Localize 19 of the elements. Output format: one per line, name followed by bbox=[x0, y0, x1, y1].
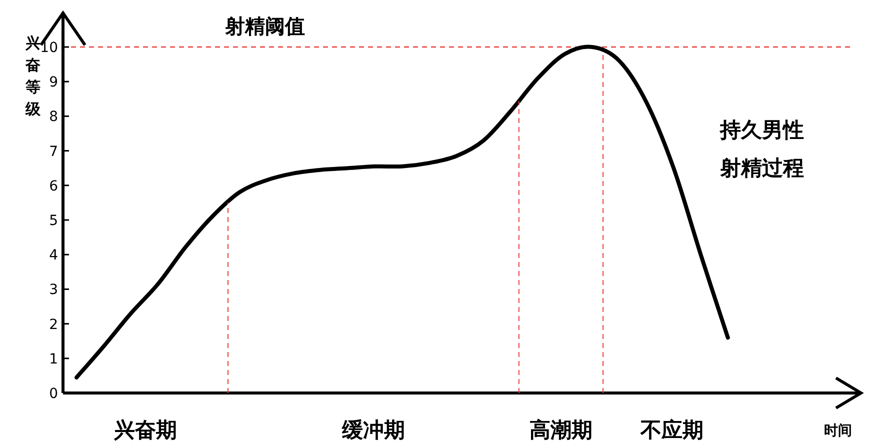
y-tick-label: 4 bbox=[49, 248, 58, 264]
y-tick-label: 1 bbox=[49, 351, 58, 368]
text: 不应期 bbox=[640, 418, 704, 442]
y-tick-label: 0 bbox=[49, 386, 58, 402]
y-tick-label: 3 bbox=[49, 282, 58, 298]
annotation: 射精过程 bbox=[719, 156, 804, 180]
annotation: 持久男性 bbox=[719, 118, 804, 142]
y-tick-label: 9 bbox=[49, 74, 58, 91]
ref-line-label: 射精阈值 bbox=[224, 14, 305, 38]
y-tick-label: 6 bbox=[49, 178, 58, 194]
y-tick-label: 2 bbox=[49, 316, 58, 333]
y-tick-label: 8 bbox=[49, 109, 58, 126]
text: 兴奋期 bbox=[113, 418, 177, 442]
text: 缓冲期 bbox=[340, 418, 405, 442]
text: 高潮期 bbox=[529, 418, 592, 442]
y-tick-label: 5 bbox=[49, 213, 58, 229]
y-tick-label: 7 bbox=[49, 144, 58, 160]
y-axis-title: 兴奋等级 bbox=[24, 34, 42, 118]
x-axis-title: 时间 bbox=[824, 423, 852, 439]
